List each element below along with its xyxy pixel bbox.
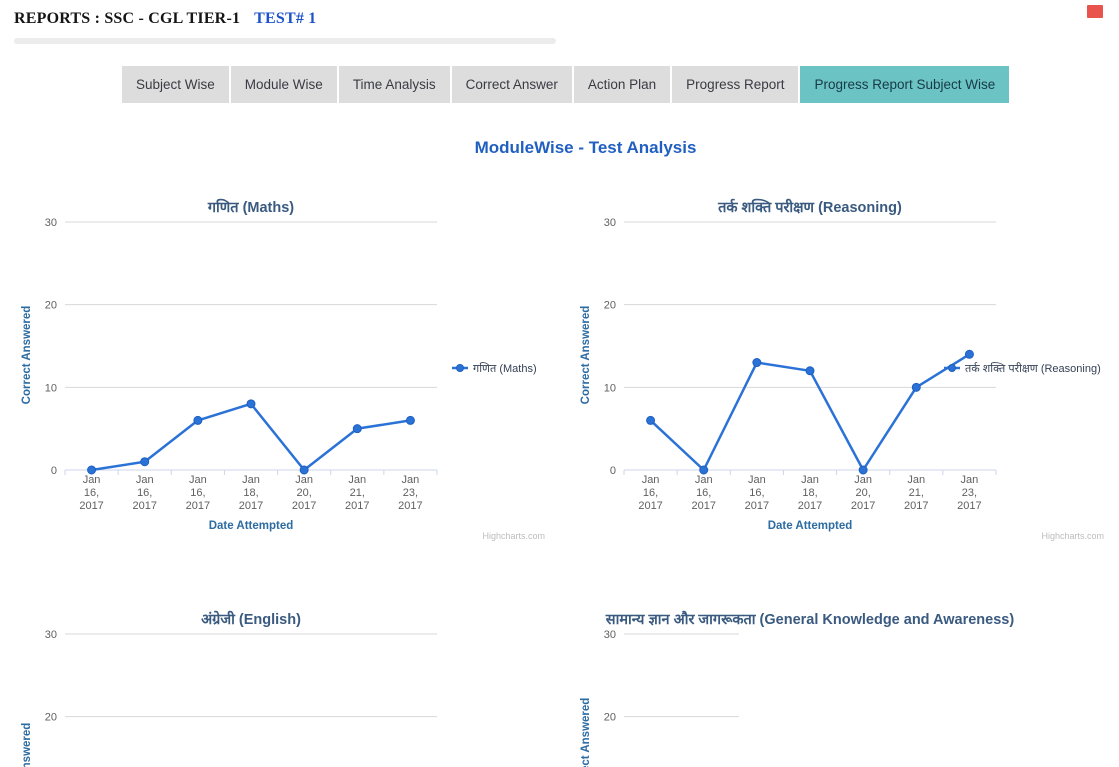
x-axis-label: Jan 16, 2017 [638,474,662,512]
x-axis-label: Jan 21, 2017 [904,474,928,512]
y-axis-tick-label: 10 [604,382,616,394]
chart-title: तर्क शक्ति परीक्षण (Reasoning) [717,198,902,216]
tab-module-wise[interactable]: Module Wise [230,66,337,103]
highcharts-credit[interactable]: Highcharts.com [1041,531,1104,541]
x-axis-label: Jan 20, 2017 [292,474,316,512]
y-axis-title: Correct Answered [580,306,592,405]
tab-correct-answer[interactable]: Correct Answer [451,66,572,103]
x-axis-label: Jan 23, 2017 [957,474,981,512]
y-axis-tick-label: 20 [604,300,616,312]
y-axis-tick-label: 0 [51,465,57,477]
y-axis-title: Correct Answered [21,723,33,767]
x-axis-label: Jan 16, 2017 [691,474,715,512]
legend-label: तर्क शक्ति परीक्षण (Reasoning) [965,362,1101,375]
data-point[interactable] [911,382,921,392]
data-point[interactable] [699,465,709,475]
data-point[interactable] [858,465,868,475]
chart-title: सामान्य ज्ञान और जागरूकता (General Knowl… [605,610,1015,628]
chart-canvas: तर्क शक्ति परीक्षण (Reasoning) 0 10 20 30 Cor… [580,198,1104,541]
y-axis-title: Correct Answered [21,306,33,405]
x-axis-title: Date Attempted [209,520,294,532]
chart-maths: गणित (Maths) 0 10 20 30 Correct Answered Jan 16… [0,185,560,555]
tab-progress-report-subject-wise[interactable]: Progress Report Subject Wise [800,66,1010,103]
data-point[interactable] [246,399,256,409]
tab-bar: Subject Wise Module Wise Time Analysis Corr… [122,66,1010,103]
chart-canvas: गणित (Maths) 0 10 20 30 Correct Answered Jan 16… [21,198,545,541]
data-point[interactable] [805,366,815,376]
data-point[interactable] [140,457,150,467]
tab-progress-report[interactable]: Progress Report [672,66,799,103]
chart-reasoning: तर्क शक्ति परीक्षण (Reasoning) 0 10 20 30 Cor… [559,185,1119,555]
y-axis-tick-label: 30 [45,629,57,641]
data-point[interactable] [352,424,362,434]
y-axis-tick-label: 20 [45,300,57,312]
data-point[interactable] [193,415,203,425]
legend-label: गणित (Maths) [473,362,537,375]
chart-general-knowledge: सामान्य ज्ञान और जागरूकता (General Knowl… [559,597,1119,767]
report-title-text: REPORTS : SSC - CGL TIER-1 [14,10,241,27]
test-number-link[interactable]: TEST# 1 [254,10,317,27]
data-point[interactable] [299,465,309,475]
x-axis-title: Date Attempted [768,520,853,532]
legend-marker-icon [948,364,956,372]
y-axis-tick-label: 30 [604,217,616,229]
data-point[interactable] [646,415,656,425]
y-axis-tick-label: 30 [45,217,57,229]
data-point[interactable] [405,415,415,425]
chart-canvas: सामान्य ज्ञान और जागरूकता (General Knowl… [580,610,1015,767]
x-axis-label: Jan 18, 2017 [239,474,263,512]
legend-item[interactable]: तर्क शक्ति परीक्षण (Reasoning) [944,362,1101,375]
chart-title: अंग्रेजी (English) [201,610,301,628]
x-axis-label: Jan 20, 2017 [851,474,875,512]
tab-action-plan[interactable]: Action Plan [573,66,671,103]
y-axis-tick-label: 20 [604,712,616,724]
legend-marker-icon [456,364,464,372]
x-axis-label: Jan 18, 2017 [798,474,822,512]
chart-title: गणित (Maths) [207,198,294,216]
tab-subject-wise[interactable]: Subject Wise [122,66,229,103]
y-axis-tick-label: 0 [610,465,616,477]
y-axis-tick-label: 20 [45,712,57,724]
y-axis-title: Correct Answered [580,698,592,767]
x-axis-label: Jan 21, 2017 [345,474,369,512]
x-axis-label: Jan 16, 2017 [186,474,210,512]
top-right-badge [1087,5,1103,18]
page-title: REPORTS : SSC - CGL TIER-1 TEST# 1 [14,10,317,28]
x-axis-label: Jan 23, 2017 [398,474,422,512]
x-axis-label: Jan 16, 2017 [79,474,103,512]
data-point[interactable] [964,349,974,359]
tab-time-analysis[interactable]: Time Analysis [338,66,450,103]
y-axis-tick-label: 30 [604,629,616,641]
data-point[interactable] [752,358,762,368]
horizontal-scrollbar-track[interactable] [14,38,556,44]
highcharts-credit[interactable]: Highcharts.com [482,531,545,541]
legend-item[interactable]: गणित (Maths) [452,362,537,375]
series-line [91,402,411,472]
x-axis-label: Jan 16, 2017 [132,474,156,512]
main-chart-heading: ModuleWise - Test Analysis [474,138,697,157]
data-point[interactable] [87,465,97,475]
y-axis-tick-label: 10 [45,382,57,394]
x-axis-label: Jan 16, 2017 [745,474,769,512]
